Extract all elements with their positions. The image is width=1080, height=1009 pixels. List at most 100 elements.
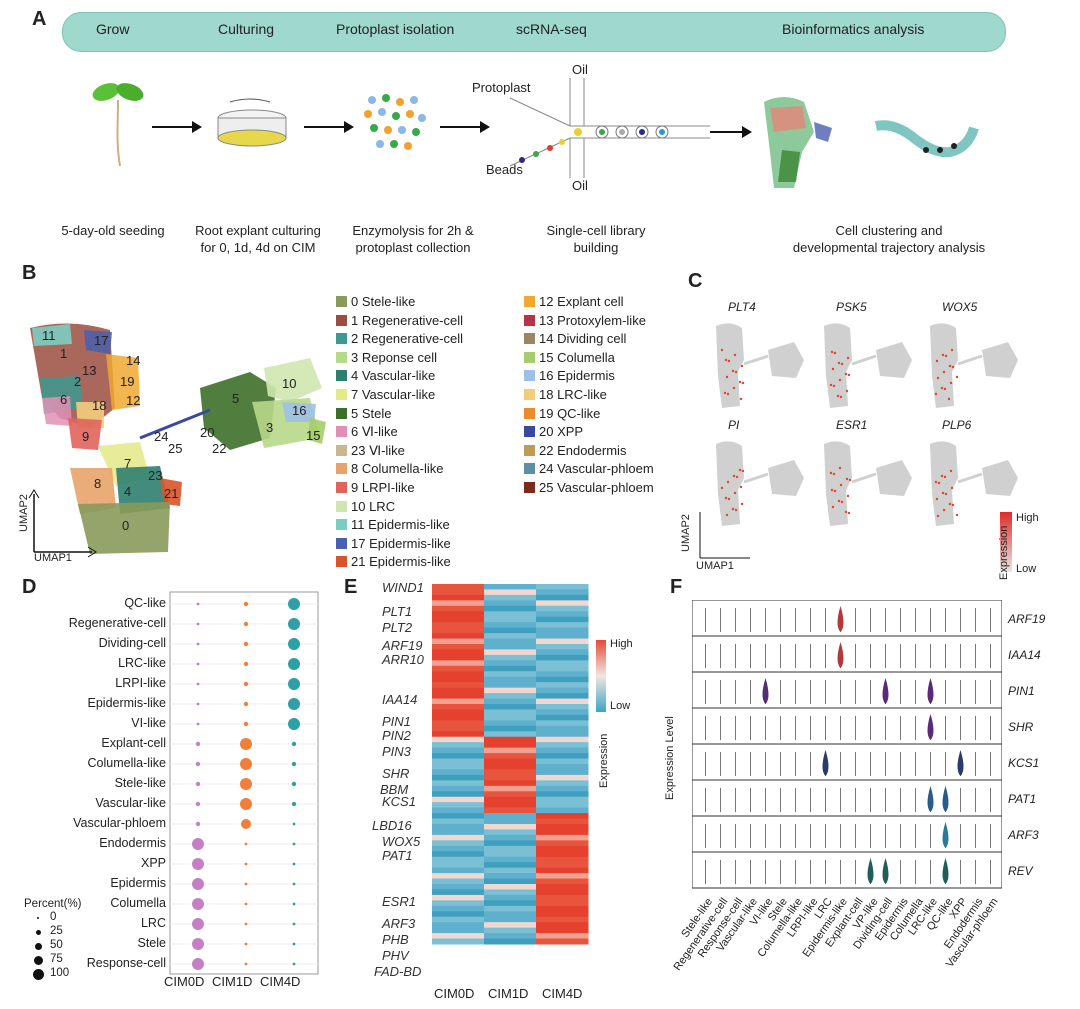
heatmap-cell: [432, 927, 485, 934]
heatmap-column-label: CIM0D: [434, 986, 475, 1001]
dot-mark: [243, 721, 249, 727]
dot-mark: [192, 858, 204, 870]
heatmap-cell: [536, 829, 589, 836]
feature-axis-x-label: UMAP1: [696, 560, 734, 572]
umap-cluster-number: 24: [154, 429, 169, 444]
heatmap-cell: [536, 796, 589, 803]
feature-shape-left: [824, 323, 852, 408]
caption-library-line1: Single-cell library: [546, 223, 646, 238]
heatmap-cell: [432, 780, 485, 787]
heatmap-cell: [484, 714, 537, 721]
feature-expression-dot: [732, 474, 736, 478]
dot-y-label: LRPI-like: [115, 676, 166, 690]
heatmap-cell: [536, 736, 589, 743]
umap-axis-x-label: UMAP1: [34, 552, 72, 564]
dot-x-label: CIM1D: [212, 974, 253, 989]
heatmap-cell: [432, 736, 485, 743]
feature-shape-left: [716, 323, 744, 408]
feature-expression-dot: [829, 471, 833, 475]
umap-cluster-number: 16: [292, 403, 307, 418]
oil-bottom-label: Oil: [572, 178, 588, 193]
heatmap-cell: [484, 916, 537, 923]
heatmap-cell: [536, 911, 589, 918]
feature-expression-dot: [847, 373, 851, 377]
heatmap-cell: [432, 796, 485, 803]
heatmap-cell: [432, 834, 485, 841]
heatmap-gene-label: WOX5: [382, 834, 421, 849]
feature-expression-dot: [845, 389, 849, 393]
legend-swatch: [336, 333, 347, 345]
heatmap-cell: [536, 922, 589, 929]
umap-region-explant: [106, 354, 140, 410]
legend-item: 20 XPP: [524, 424, 583, 439]
heatmap-cell: [432, 785, 485, 792]
heatmap-cell: [536, 845, 589, 852]
umap-cluster-number: 8: [94, 476, 102, 491]
petri-dish-icon: [217, 98, 287, 147]
feature-shape-bridge: [957, 354, 983, 366]
heatmap-cell: [536, 856, 589, 863]
heatmap-cell: [432, 687, 485, 694]
umap-region-epidermis-21: [160, 478, 182, 506]
dot-size-legend-dot: [34, 942, 42, 950]
heatmap-cell: [536, 709, 589, 716]
heatmap-cell: [484, 851, 537, 858]
feature-expression-dot: [836, 394, 840, 398]
heatmap-cell: [432, 633, 485, 640]
heatmap-cell: [484, 676, 537, 683]
dot-mark: [288, 638, 300, 650]
feature-shape-bridge: [851, 354, 877, 366]
heatmap-column-label: CIM4D: [542, 986, 583, 1001]
heatmap-cell: [432, 862, 485, 869]
umap-plot: [28, 323, 326, 558]
heatmap-gene-label: ESR1: [382, 894, 416, 909]
heatmap-cell: [536, 824, 589, 830]
heatmap-cell: [432, 720, 485, 727]
caption-clustering: Cell clustering and developmental traject…: [774, 222, 1004, 256]
feature-expression-dot: [733, 353, 737, 357]
heatmap-cell: [432, 704, 485, 710]
legend-item: 11 Epidermis-like: [336, 517, 450, 532]
heatmap-cell: [432, 611, 485, 618]
heatmap-cell: [432, 873, 485, 880]
feature-expression-dot: [731, 369, 735, 373]
dot-mark: [192, 938, 204, 950]
feature-expression-dot: [941, 353, 945, 357]
dot-mark: [243, 621, 249, 627]
feature-expression-dot: [846, 356, 850, 360]
legend-item: 23 Ⅵ-like: [336, 443, 405, 459]
dot-size-legend-label: 0: [50, 911, 57, 923]
feature-shape-bridge: [743, 472, 769, 484]
dot-mark: [240, 778, 252, 790]
heatmap-cell: [484, 933, 537, 940]
heatmap-gene-label: LBD16: [372, 818, 412, 833]
oil-top-label: Oil: [572, 62, 588, 77]
heatmap-gene-label: PHB: [382, 932, 409, 947]
seedling-icon: [92, 83, 144, 167]
heatmap-cell: [536, 785, 589, 792]
legend-label: 5 Stele: [351, 405, 392, 421]
legend-label: 3 Reponse cell: [351, 349, 437, 365]
dot-y-label: VI-like: [131, 716, 166, 730]
heatmap-cell: [432, 693, 485, 700]
feature-expression-dot: [846, 494, 850, 498]
heatmap-cell: [432, 671, 485, 678]
dot-plot: [169, 591, 319, 975]
heatmap-cell: [432, 905, 485, 912]
feature-shape-right: [876, 342, 912, 378]
caption-seeding-line1: 5-day-old seeding: [61, 223, 165, 238]
dot-plot-frame: [169, 591, 319, 975]
dot-mark: [192, 958, 204, 970]
dot-size-legend-label: 100: [50, 967, 70, 979]
dot-mark: [196, 702, 200, 706]
heatmap-cell: [536, 769, 589, 776]
heatmap-cell: [536, 649, 589, 656]
heatmap-cell: [432, 922, 485, 929]
dot-mark: [192, 878, 204, 890]
heatmap-cell: [484, 644, 537, 650]
heatmap-gene-label: FAD-BD: [374, 964, 422, 979]
heatmap-cell: [484, 922, 537, 929]
dot-y-label: Columella: [110, 896, 166, 910]
dot-y-label: Regenerative-cell: [68, 616, 166, 630]
dot-mark: [195, 801, 201, 807]
